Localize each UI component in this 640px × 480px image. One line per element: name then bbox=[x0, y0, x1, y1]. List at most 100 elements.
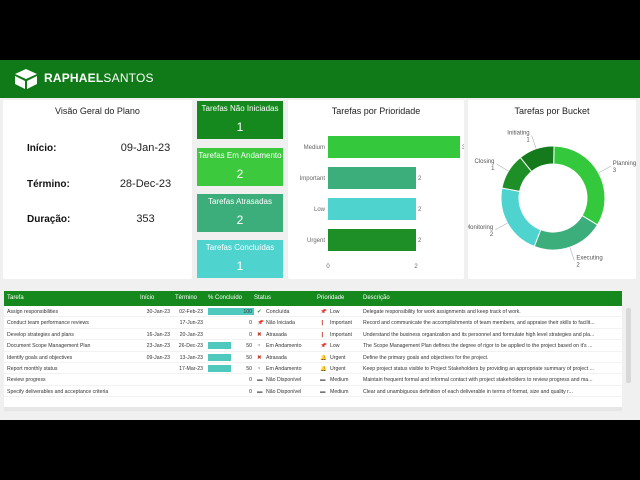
table-horizontal-scrollbar[interactable] bbox=[4, 407, 622, 411]
task-start: 16-Jan-23 bbox=[146, 331, 170, 338]
task-start: 30-Jan-23 bbox=[146, 309, 170, 315]
task-status: Atrasada bbox=[266, 331, 287, 338]
bar-low[interactable] bbox=[328, 198, 416, 220]
bell-icon: 🔔 bbox=[320, 354, 327, 361]
task-name: Conduct team performance reviews bbox=[7, 320, 89, 327]
slice-leader-line bbox=[569, 247, 575, 261]
tile-completed[interactable]: Tarefas Concluídas 1 bbox=[197, 240, 283, 278]
progress-icon: ◔ bbox=[257, 343, 261, 350]
start-label: Início: bbox=[27, 143, 57, 154]
task-pct: 50 bbox=[246, 366, 252, 372]
x-icon: ✖ bbox=[257, 354, 262, 361]
bar-important[interactable] bbox=[328, 167, 416, 189]
slice-leader-line bbox=[531, 135, 537, 149]
task-pct: 50 bbox=[246, 354, 252, 361]
check-icon: ✔ bbox=[257, 309, 262, 315]
task-name: Identify goals and objectives bbox=[7, 354, 73, 361]
bar-value-label: 2 bbox=[418, 238, 422, 244]
task-priority: Urgent bbox=[330, 366, 346, 372]
table-row[interactable]: Assign responsibilities 30-Jan-23 02-Feb-2… bbox=[4, 306, 622, 318]
slice-category-label: Planning bbox=[613, 161, 636, 167]
task-pct: 0 bbox=[249, 388, 252, 395]
bucket-chart-title: Tarefas por Bucket bbox=[514, 106, 590, 116]
slice-planning[interactable] bbox=[553, 145, 606, 226]
slice-category-label: Initiating bbox=[507, 131, 529, 137]
task-priority: Low bbox=[330, 343, 340, 350]
tasks-table: Tarefa Início Término % Concluído Status… bbox=[4, 291, 622, 411]
task-pct: 50 bbox=[246, 343, 252, 350]
dash-icon: ▬ bbox=[320, 377, 326, 384]
overview-card: Visão Geral do Plano Início: 09-Jan-23 T… bbox=[3, 100, 192, 279]
slice-initiating[interactable] bbox=[519, 145, 555, 173]
tile-not-started[interactable]: Tarefas Não Iniciadas 1 bbox=[197, 101, 283, 139]
bar-value-label: 2 bbox=[418, 176, 422, 182]
slice-leader-line bbox=[598, 165, 611, 174]
slice-value-label: 2 bbox=[490, 232, 494, 238]
x-tick-label: 2 bbox=[414, 264, 418, 270]
slice-monitoring[interactable] bbox=[500, 187, 542, 248]
tile-value: 2 bbox=[236, 167, 244, 181]
slice-value-label: 1 bbox=[526, 138, 530, 144]
tile-late[interactable]: Tarefas Atrasadas 2 bbox=[197, 194, 283, 232]
tile-title: Tarefas Em Andamento bbox=[198, 151, 282, 160]
tile-in-progress[interactable]: Tarefas Em Andamento 2 bbox=[197, 148, 283, 186]
important-icon: ❙ bbox=[320, 320, 325, 327]
table-row[interactable]: Document Scope Management Plan 23-Jan-23 2… bbox=[4, 340, 622, 352]
col-pct[interactable]: % Concluído bbox=[208, 295, 243, 301]
x-icon: ✖ bbox=[257, 331, 262, 338]
col-start[interactable]: Início bbox=[140, 295, 155, 301]
table-row[interactable]: Review progress 0 ▬ Não Disponível ▬ Medium Ma… bbox=[4, 374, 622, 386]
slice-value-label: 1 bbox=[491, 166, 495, 172]
slice-category-label: Closing bbox=[474, 159, 494, 165]
task-status: Atrasada bbox=[266, 354, 287, 361]
task-name: Document Scope Management Plan bbox=[7, 343, 91, 350]
bar-category-label: Low bbox=[314, 207, 326, 213]
task-name: Assign responsibilities bbox=[7, 309, 59, 315]
table-vertical-scrollbar[interactable] bbox=[626, 308, 631, 383]
bar-urgent[interactable] bbox=[328, 229, 416, 251]
bar-medium[interactable] bbox=[328, 136, 460, 158]
col-priority[interactable]: Prioridade bbox=[317, 295, 345, 301]
table-row[interactable]: Specify deliverables and acceptance crit… bbox=[4, 386, 622, 398]
task-status: Concluída bbox=[266, 309, 290, 315]
dash-icon: ▬ bbox=[257, 377, 263, 384]
bar-category-label: Medium bbox=[304, 145, 325, 151]
task-status: Não Disponível bbox=[266, 377, 302, 384]
end-value: 28-Dec-23 bbox=[119, 178, 172, 190]
task-pct: 0 bbox=[249, 320, 252, 327]
dash-icon: ▬ bbox=[257, 388, 263, 395]
slice-leader-line bbox=[496, 163, 509, 172]
pct-bar bbox=[208, 342, 231, 350]
pin-icon: 📌 bbox=[320, 343, 327, 350]
task-priority: Important bbox=[330, 320, 352, 327]
task-priority: Medium bbox=[330, 377, 349, 384]
pct-bar bbox=[208, 353, 231, 361]
task-start: 09-Jan-23 bbox=[146, 354, 170, 361]
col-end[interactable]: Término bbox=[175, 295, 198, 301]
col-desc[interactable]: Descrição bbox=[363, 295, 390, 301]
important-icon: ❙ bbox=[320, 331, 325, 338]
task-priority: Low bbox=[330, 309, 340, 315]
col-status[interactable]: Status bbox=[254, 295, 272, 301]
tile-title: Tarefas Não Iniciadas bbox=[201, 104, 279, 113]
task-start: 23-Jan-23 bbox=[146, 343, 170, 350]
task-pct: 100 bbox=[243, 309, 252, 315]
task-name: Specify deliverables and acceptance crit… bbox=[7, 388, 109, 395]
bucket-donut-chart: Planning3Executing2Monitoring2Closing1In… bbox=[468, 131, 636, 269]
task-status: Não Iniciada bbox=[266, 320, 295, 327]
task-status: Em Andamento bbox=[266, 366, 302, 372]
bar-value-label: 3 bbox=[462, 145, 464, 151]
dashboard-frame: RAPHAELSANTOS Visão Geral do Plano Iníci… bbox=[0, 60, 640, 420]
table-row[interactable]: Identify goals and objectives 09-Jan-23 13… bbox=[4, 352, 622, 363]
col-task[interactable]: Tarefa bbox=[7, 295, 24, 301]
tile-value: 1 bbox=[236, 120, 244, 134]
table-row[interactable]: Report monthly status 17-Mar-23 50 ◔ Em Anda… bbox=[4, 363, 622, 375]
slice-value-label: 3 bbox=[613, 168, 617, 174]
tile-title: Tarefas Concluídas bbox=[205, 243, 275, 252]
slice-executing[interactable] bbox=[533, 214, 599, 251]
priority-chart-title: Tarefas por Prioridade bbox=[331, 106, 421, 116]
task-desc: Understand the business organization and… bbox=[363, 331, 595, 338]
table-row[interactable]: Develop strategies and plans 16-Jan-23 20-… bbox=[4, 329, 622, 341]
table-row[interactable]: Conduct team performance reviews 17-Jun-2… bbox=[4, 317, 622, 329]
task-status: Não Disponível bbox=[266, 388, 302, 395]
